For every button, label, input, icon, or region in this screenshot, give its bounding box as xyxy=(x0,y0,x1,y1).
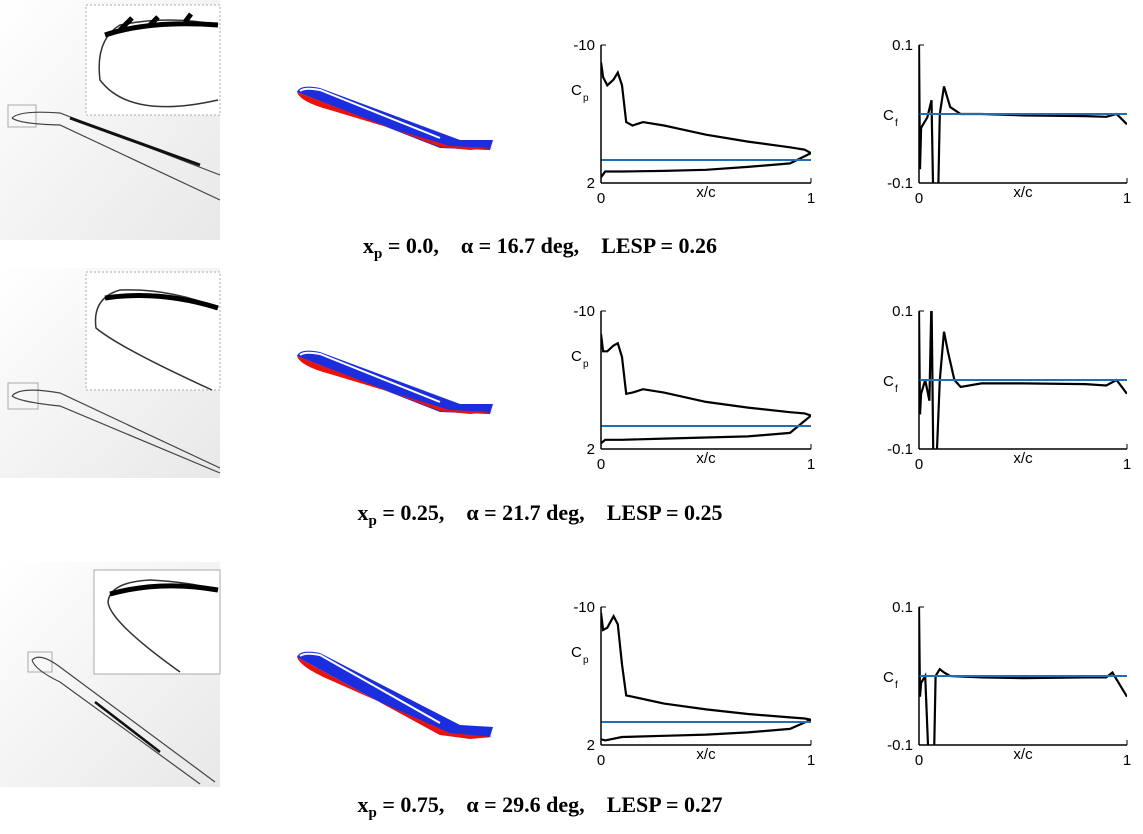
caption-sub: p xyxy=(374,246,382,262)
flow-image xyxy=(0,562,221,787)
caption-alpha: α = 29.6 deg, xyxy=(466,792,584,817)
curve xyxy=(601,612,811,721)
plot xyxy=(919,45,1127,183)
x-axis-label: x/c xyxy=(696,450,716,467)
plot xyxy=(919,311,1127,449)
y-axis-label: C xyxy=(883,373,894,390)
curve xyxy=(601,718,811,742)
caption-sub: p xyxy=(368,805,376,821)
vorticity-image xyxy=(297,651,493,739)
plot xyxy=(601,333,811,445)
y-tick-label: -10 xyxy=(573,303,595,320)
y-axis-label-sub: p xyxy=(583,655,589,666)
caption-alpha: α = 16.7 deg, xyxy=(461,233,579,258)
caption-xp: = 0.25, xyxy=(377,500,445,525)
vorticity-image xyxy=(297,86,493,150)
y-axis-label: C xyxy=(883,107,894,124)
caption-lesp: LESP = 0.27 xyxy=(607,792,723,817)
x-tick-label: 1 xyxy=(1123,190,1131,207)
y-tick-label: 0.1 xyxy=(892,303,913,320)
plot xyxy=(601,62,811,178)
y-axis-label-sub: p xyxy=(583,359,589,370)
caption-lesp: LESP = 0.26 xyxy=(601,233,717,258)
x-tick-label: 1 xyxy=(807,456,815,473)
caption-lesp: LESP = 0.25 xyxy=(607,500,723,525)
y-tick-label: -10 xyxy=(573,599,595,616)
y-tick-label: 2 xyxy=(587,175,595,192)
y-axis-label-sub: f xyxy=(895,680,898,691)
x-tick-label: 0 xyxy=(915,456,923,473)
curve xyxy=(601,62,811,155)
curve xyxy=(601,152,811,178)
caption-x: x xyxy=(357,500,368,525)
y-axis-label: C xyxy=(571,348,582,365)
y-tick-label: -0.1 xyxy=(887,441,913,458)
y-tick-label: 0.1 xyxy=(892,599,913,616)
x-tick-label: 0 xyxy=(597,190,605,207)
curve xyxy=(601,333,811,417)
x-axis-label: x/c xyxy=(696,746,716,763)
x-tick-label: 1 xyxy=(1123,752,1131,769)
caption-x: x xyxy=(363,233,374,258)
caption-x: x xyxy=(357,792,368,817)
caption: xp = 0.75, α = 29.6 deg, LESP = 0.27 xyxy=(357,792,722,821)
caption-sub: p xyxy=(368,513,376,529)
x-tick-label: 1 xyxy=(807,190,815,207)
x-axis-label: x/c xyxy=(1013,450,1033,467)
curve xyxy=(601,414,811,445)
caption-alpha: α = 21.7 deg, xyxy=(466,500,584,525)
y-tick-label: -0.1 xyxy=(887,737,913,754)
y-axis-label: C xyxy=(571,82,582,99)
x-tick-label: 0 xyxy=(597,752,605,769)
caption-xp: = 0.75, xyxy=(377,792,445,817)
x-tick-label: 0 xyxy=(915,752,923,769)
y-tick-label: 2 xyxy=(587,441,595,458)
curve xyxy=(919,45,1127,183)
caption-xp: = 0.0, xyxy=(382,233,439,258)
y-axis-label-sub: f xyxy=(895,384,898,395)
y-axis-label: C xyxy=(883,669,894,686)
vorticity-image xyxy=(297,350,493,414)
y-axis-label: C xyxy=(571,644,582,661)
plot xyxy=(919,607,1127,745)
y-axis-label-sub: p xyxy=(583,93,589,104)
x-axis-label: x/c xyxy=(696,184,716,201)
flow-image xyxy=(0,268,221,478)
flow-image xyxy=(0,0,221,240)
caption: xp = 0.25, α = 21.7 deg, LESP = 0.25 xyxy=(357,500,722,529)
y-axis-label-sub: f xyxy=(895,118,898,129)
x-tick-label: 1 xyxy=(807,752,815,769)
x-axis-label: x/c xyxy=(1013,746,1033,763)
x-axis-label: x/c xyxy=(1013,184,1033,201)
x-tick-label: 1 xyxy=(1123,456,1131,473)
x-tick-label: 0 xyxy=(597,456,605,473)
caption: xp = 0.0, α = 16.7 deg, LESP = 0.26 xyxy=(363,233,717,262)
plot xyxy=(601,612,811,742)
y-tick-label: -10 xyxy=(573,37,595,54)
y-tick-label: -0.1 xyxy=(887,175,913,192)
x-tick-label: 0 xyxy=(915,190,923,207)
y-tick-label: 2 xyxy=(587,737,595,754)
y-tick-label: 0.1 xyxy=(892,37,913,54)
